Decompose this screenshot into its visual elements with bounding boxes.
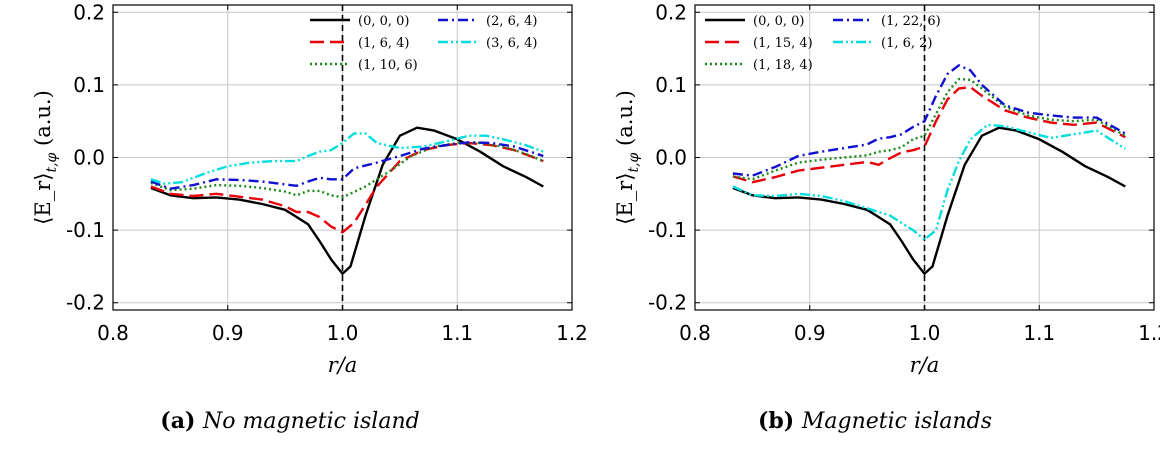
y-tick-label: 0.1 xyxy=(655,73,687,97)
series-line-3 xyxy=(150,141,544,190)
y-axis-label-part: t,φ xyxy=(626,152,642,172)
legend-label: (1, 15, 4) xyxy=(753,36,813,51)
legend-label: (1, 6, 2) xyxy=(881,36,933,51)
legend-label: (1, 18, 4) xyxy=(753,58,813,73)
y-tick-label: -0.2 xyxy=(648,291,687,315)
series-line-1 xyxy=(150,141,544,234)
x-axis-label: r/a xyxy=(910,353,940,377)
legend-label: (3, 6, 4) xyxy=(486,36,538,51)
legend-label: (0, 0, 0) xyxy=(753,14,805,29)
chart-panel-b: 0.8 0.9 1.0 1.1 1.2 -0.2 -0.1 0.0 0.1 0.2 (0, 0, 0… xyxy=(613,0,1160,434)
y-tick-label: 0.2 xyxy=(73,0,105,24)
legend: (0, 0, 0) (1, 6, 4) (1, 10, 6) (2, 6, 4) (3,… xyxy=(310,14,538,73)
caption-text: Magnetic islands xyxy=(801,409,992,434)
x-tick-label: 1.0 xyxy=(909,321,941,345)
y-tick-label: 0.0 xyxy=(73,146,105,170)
legend-label: (2, 6, 4) xyxy=(486,14,538,29)
y-tick-label: -0.2 xyxy=(66,291,105,315)
y-tick-label: 0.1 xyxy=(73,73,105,97)
plot-frame xyxy=(694,4,1155,311)
y-axis-label-part: ⟨E_r⟩ xyxy=(31,173,55,225)
panel-caption: (a) No magnetic island xyxy=(160,408,419,434)
x-tick-label: 0.9 xyxy=(212,321,244,345)
y-axis-label: ⟨E_r⟩t,φ (a.u.) xyxy=(31,90,60,225)
x-tick-label: 1.1 xyxy=(1023,321,1055,345)
y-axis-label: ⟨E_r⟩t,φ (a.u.) xyxy=(613,90,642,225)
chart-panel-a: 0.8 0.9 1.0 1.1 1.2 -0.2 -0.1 0.0 0.1 0.2 (0, 0, 0… xyxy=(31,0,588,434)
caption-text: No magnetic island xyxy=(202,409,420,434)
caption-prefix: (b) xyxy=(758,408,802,434)
x-tick-label: 0.8 xyxy=(679,321,711,345)
x-tick-label: 1.2 xyxy=(556,321,588,345)
x-axis-label: r/a xyxy=(328,353,358,377)
series-line-0 xyxy=(150,126,544,275)
series-line-3 xyxy=(732,64,1126,177)
legend-label: (0, 0, 0) xyxy=(358,14,410,29)
y-axis-label-part: (a.u.) xyxy=(31,90,55,152)
series-line-4 xyxy=(150,132,544,185)
series-line-2 xyxy=(732,77,1126,181)
legend-label: (1, 10, 6) xyxy=(358,58,418,73)
caption-prefix: (a) xyxy=(160,408,203,434)
y-tick-label: 0.2 xyxy=(655,0,687,24)
x-tick-label: 0.9 xyxy=(794,321,826,345)
legend: (0, 0, 0) (1, 15, 4) (1, 18, 4) (1, 22, 6) (… xyxy=(705,14,941,73)
series-line-2 xyxy=(150,141,544,199)
y-axis-label-part: ⟨E_r⟩ xyxy=(613,173,637,225)
x-tick-label: 1.1 xyxy=(441,321,473,345)
y-axis-label-part: t,φ xyxy=(44,152,60,172)
x-tick-label: 1.2 xyxy=(1138,321,1160,345)
series-line-0 xyxy=(732,126,1126,275)
legend-label: (1, 6, 4) xyxy=(358,36,410,51)
y-tick-label: -0.1 xyxy=(66,218,105,242)
x-tick-label: 0.8 xyxy=(97,321,129,345)
x-tick-label: 1.0 xyxy=(327,321,359,345)
y-tick-label: 0.0 xyxy=(655,146,687,170)
panel-caption: (b) Magnetic islands xyxy=(758,408,992,434)
legend-label: (1, 22, 6) xyxy=(881,14,941,29)
series-line-1 xyxy=(732,85,1126,184)
plot-frame xyxy=(112,4,573,311)
series-line-4 xyxy=(732,123,1126,241)
y-tick-label: -0.1 xyxy=(648,218,687,242)
y-axis-label-part: (a.u.) xyxy=(613,90,637,152)
